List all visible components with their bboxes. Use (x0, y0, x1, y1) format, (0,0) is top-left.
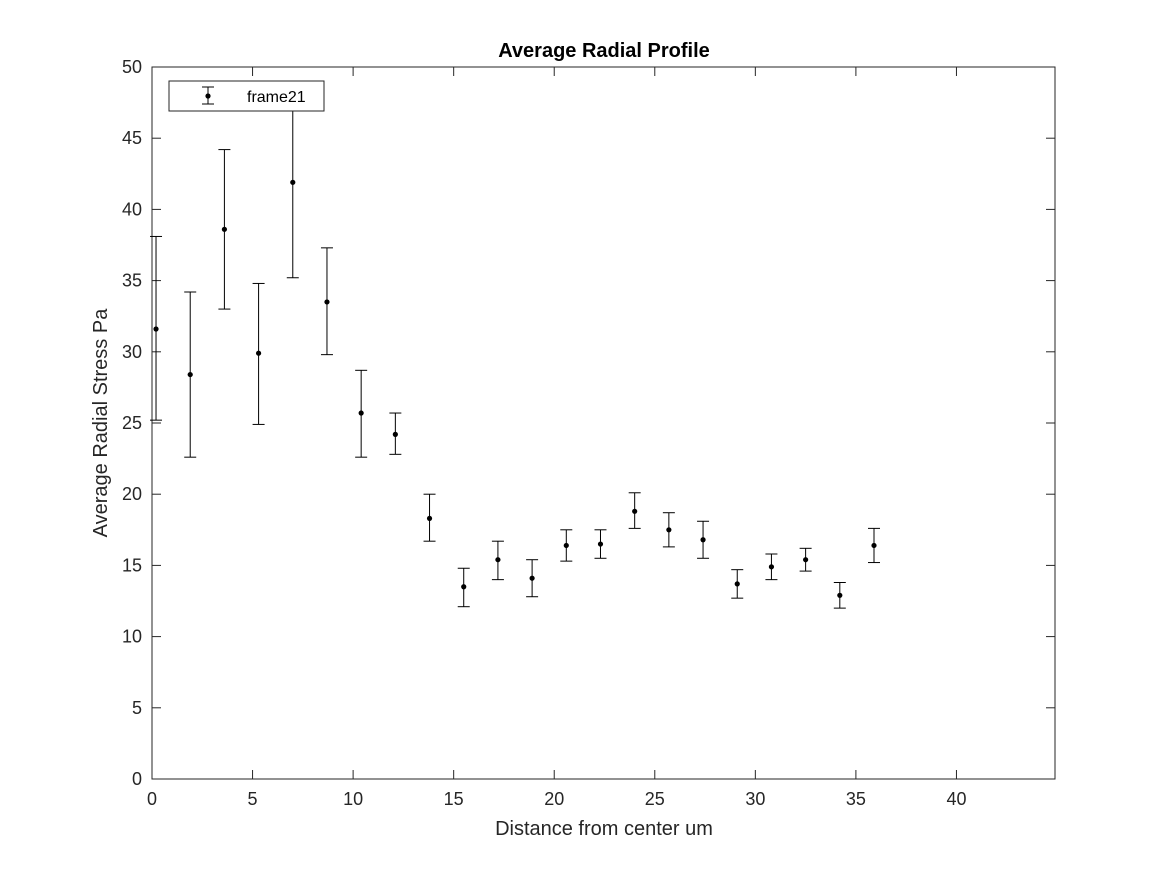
data-point (765, 553, 778, 581)
y-tick-label: 15 (122, 555, 142, 575)
data-point (252, 282, 265, 425)
plot-area (151, 66, 1056, 780)
data-marker (803, 557, 809, 563)
data-point (355, 369, 368, 458)
data-marker (837, 592, 843, 598)
data-point (799, 547, 812, 572)
y-axis: 0 5 10 15 20 25 30 35 40 45 50 (122, 57, 1055, 789)
data-marker (700, 537, 706, 543)
x-tick-label: 15 (444, 789, 464, 809)
x-tick-label: 40 (946, 789, 966, 809)
data-point (423, 493, 436, 542)
data-marker (153, 326, 159, 332)
data-point (218, 149, 231, 310)
data-point (594, 529, 607, 559)
data-marker (871, 542, 877, 549)
data-marker (187, 371, 193, 378)
legend-marker (205, 93, 211, 99)
series-frame21 (150, 102, 880, 609)
data-point (389, 412, 402, 455)
data-marker (426, 515, 433, 522)
y-tick-label: 25 (122, 413, 142, 433)
legend-box (168, 80, 325, 112)
x-tick-label: 10 (343, 789, 363, 809)
legend: frame21 (168, 80, 325, 112)
data-marker (632, 508, 638, 514)
y-tick-label: 35 (122, 271, 142, 291)
data-point (526, 559, 539, 598)
data-point (184, 291, 197, 458)
data-marker (529, 575, 535, 581)
data-marker (563, 542, 569, 549)
x-tick-label: 30 (745, 789, 765, 809)
y-tick-label: 40 (122, 199, 142, 219)
x-tick-label: 5 (248, 789, 258, 809)
data-marker (734, 581, 740, 587)
data-marker (324, 299, 330, 305)
data-point (320, 247, 333, 356)
data-marker (495, 557, 501, 563)
y-tick-label: 10 (122, 627, 142, 647)
data-point (867, 527, 880, 564)
y-tick-label: 50 (122, 57, 142, 77)
y-axis-label: Average Radial Stress Pa (90, 308, 112, 538)
data-marker (290, 179, 296, 185)
y-tick-label: 5 (132, 698, 142, 718)
data-point (697, 520, 710, 559)
x-axis-label: Distance from center um (495, 818, 713, 840)
data-marker (768, 564, 775, 570)
data-marker (255, 350, 262, 356)
y-tick-label: 0 (132, 769, 142, 789)
data-point (731, 569, 744, 599)
data-marker (461, 584, 467, 590)
data-point (457, 567, 470, 608)
x-tick-label: 20 (544, 789, 564, 809)
data-marker (666, 527, 672, 533)
data-point (628, 492, 641, 529)
data-marker (221, 226, 228, 232)
data-marker (358, 410, 364, 416)
data-point (833, 581, 846, 609)
x-tick-label: 25 (645, 789, 665, 809)
data-point (150, 235, 163, 421)
x-axis: 0 5 10 15 20 25 30 35 40 (147, 67, 966, 809)
y-tick-label: 20 (122, 484, 142, 504)
x-tick-label: 0 (147, 789, 157, 809)
legend-entry-label: frame21 (247, 89, 306, 106)
y-tick-label: 30 (122, 342, 142, 362)
x-tick-label: 35 (846, 789, 866, 809)
data-point (491, 540, 504, 581)
data-marker (392, 431, 398, 437)
y-tick-label: 45 (122, 128, 142, 148)
data-point (662, 512, 675, 548)
data-marker (597, 541, 604, 547)
data-point (560, 529, 573, 562)
chart-title: Average Radial Profile (498, 40, 710, 62)
